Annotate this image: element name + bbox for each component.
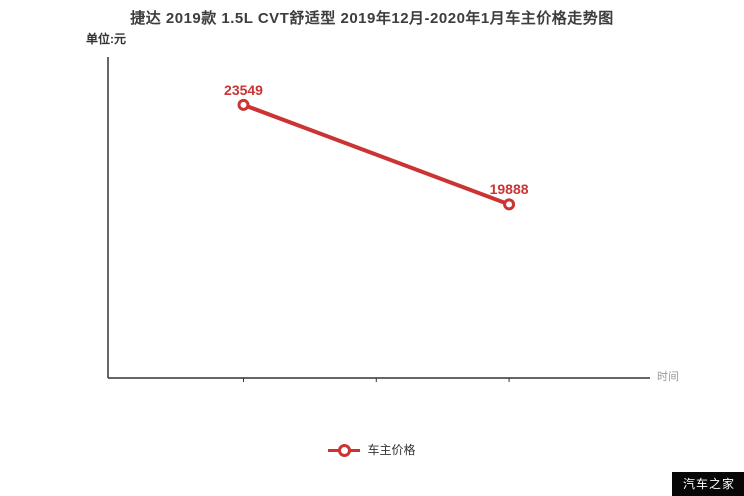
legend[interactable]: 车主价格: [0, 441, 744, 458]
x-axis-label: 时间: [657, 371, 679, 383]
y-axis-unit-label: 单位:元: [86, 32, 126, 46]
data-point-label: 23549: [224, 81, 263, 98]
chart-title: 捷达 2019款 1.5L CVT舒适型 2019年12月-2020年1月车主价…: [130, 10, 614, 27]
watermark-autohome: 汽车之家: [671, 472, 744, 496]
legend-label: 车主价格: [367, 443, 416, 457]
legend-line-marker-icon: [328, 443, 361, 457]
legend-dot-icon: [338, 443, 352, 457]
data-point-label: 19888: [489, 181, 529, 198]
